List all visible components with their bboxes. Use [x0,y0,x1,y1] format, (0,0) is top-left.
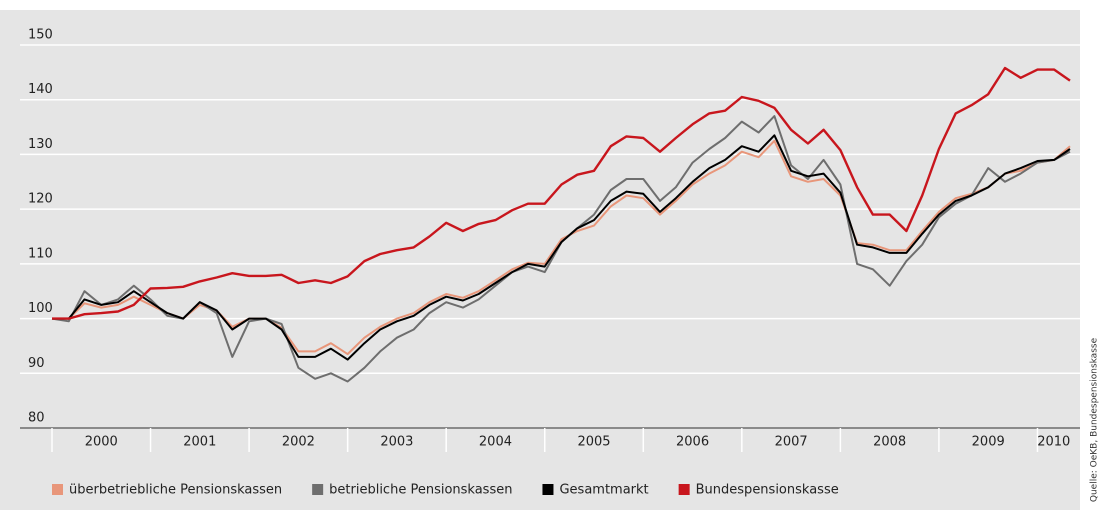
y-tick-label: 150 [28,28,53,43]
x-tick-label: 2004 [479,435,512,450]
y-tick-label: 140 [28,82,53,97]
y-tick-label: 120 [28,192,53,207]
x-tick-label: 2005 [577,435,610,450]
y-tick-label: 110 [28,246,53,261]
series-line [52,134,1071,361]
x-tick-label: 2007 [775,435,808,450]
legend-swatch [678,484,690,495]
x-tick-label: 2000 [85,435,118,450]
y-tick-label: 100 [28,301,53,316]
x-tick-label: 2006 [676,435,709,450]
x-tick-label: 2003 [380,435,413,450]
y-tick-label: 90 [28,356,45,371]
x-tick-label: 2008 [873,435,906,450]
x-tick-label: 2009 [972,435,1005,450]
x-tick-label: 2010 [1037,435,1070,450]
legend-swatch [52,484,63,495]
legend-label: betriebliche Pensionskassen [329,483,512,498]
legend-swatch [312,484,324,495]
x-tick-label: 2001 [183,435,216,450]
legend-label: Gesamtmarkt [559,483,648,498]
source: Quelle: OeKB, Bundespensionskasse [1090,337,1100,502]
x-tick-label: 2002 [282,435,315,450]
legend-swatch [542,484,554,495]
y-tick-label: 80 [28,411,45,426]
series-line [52,66,1071,320]
legend-label: Bundespensionskasse [696,483,839,498]
panel [0,10,1080,510]
legend-label: überbetriebliche Pensionskassen [69,483,282,498]
y-tick-label: 130 [28,137,53,152]
